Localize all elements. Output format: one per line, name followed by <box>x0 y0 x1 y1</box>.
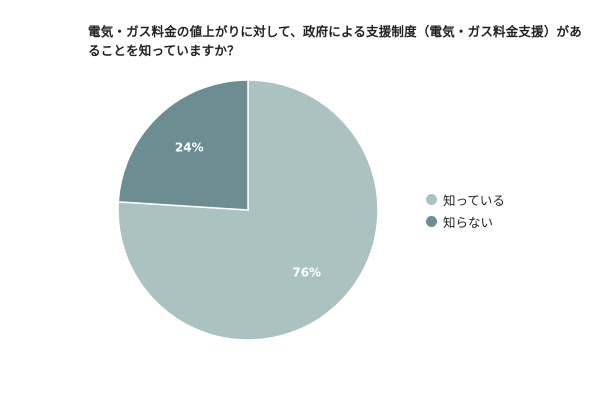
pie-slice-1[interactable] <box>117 79 249 211</box>
legend-item-unknown[interactable]: 知らない <box>426 211 505 231</box>
chart-title: 電気・ガス料金の値上がりに対して、政府による支援制度（電気・ガス料金支援）がある… <box>88 24 582 58</box>
pie-slice-0[interactable] <box>117 79 379 341</box>
legend-swatch-known <box>426 193 437 205</box>
legend-item-known[interactable]: 知っている <box>426 189 505 209</box>
legend-label-known: 知っている <box>443 192 505 208</box>
pie-data-label-1: 24% <box>175 140 204 154</box>
legend-label-unknown: 知らない <box>443 214 494 230</box>
legend-swatch-unknown <box>426 215 437 227</box>
pie-data-label-0: 76% <box>292 266 321 280</box>
legend: 知っている 知らない <box>426 189 505 233</box>
